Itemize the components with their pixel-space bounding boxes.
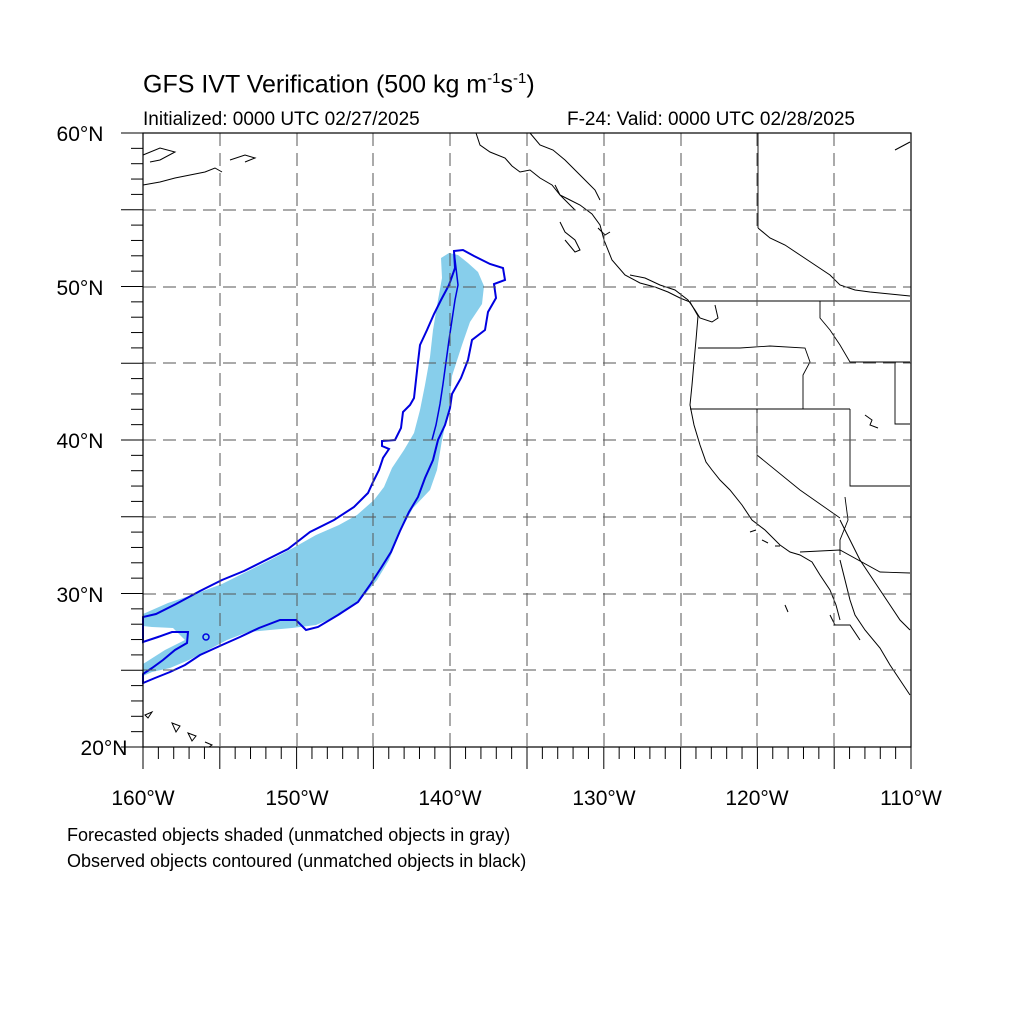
initialized-time: Initialized: 0000 UTC 02/27/2025 bbox=[143, 109, 420, 130]
observed-spine bbox=[431, 250, 459, 441]
lon-label: 150°W bbox=[265, 787, 328, 810]
lon-label: 120°W bbox=[725, 787, 788, 810]
legend-note-forecast: Forecasted objects shaded (unmatched obj… bbox=[67, 825, 511, 845]
lat-label: 20°N bbox=[81, 737, 128, 760]
map-title: GFS IVT Verification (500 kg m-1s-1) bbox=[143, 70, 535, 99]
valid-time: F-24: Valid: 0000 UTC 02/28/2025 bbox=[567, 109, 855, 130]
lat-label: 60°N bbox=[57, 123, 104, 146]
lon-label: 130°W bbox=[572, 787, 635, 810]
lat-label: 50°N bbox=[57, 277, 104, 300]
gridlines bbox=[143, 133, 911, 747]
lon-label: 140°W bbox=[418, 787, 481, 810]
lat-labels: 20°N 30°N 40°N 50°N 60°N bbox=[57, 123, 128, 760]
lat-label: 40°N bbox=[57, 430, 104, 453]
lon-label: 110°W bbox=[880, 787, 942, 810]
coastlines bbox=[142, 132, 911, 748]
legend-note-observed: Observed objects contoured (unmatched ob… bbox=[67, 851, 527, 871]
lon-label: 160°W bbox=[111, 787, 174, 810]
lon-labels: 160°W 150°W 140°W 130°W 120°W 110°W bbox=[111, 787, 942, 810]
axis-ticks bbox=[121, 132, 912, 769]
lat-label: 30°N bbox=[57, 584, 104, 607]
political-boundaries bbox=[690, 133, 911, 574]
observed-small-object bbox=[202, 633, 210, 641]
